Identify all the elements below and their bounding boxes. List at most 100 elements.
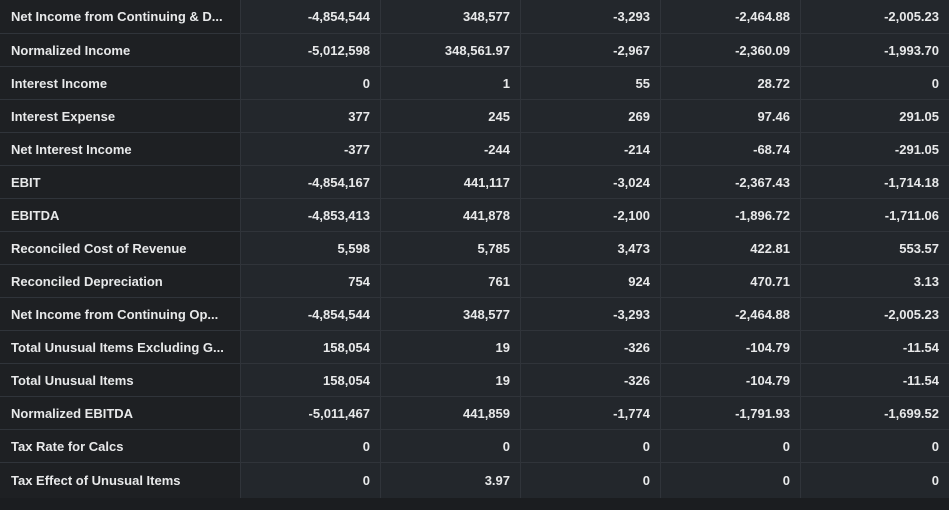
value-cell: -2,100 xyxy=(521,199,661,231)
value-cell: 269 xyxy=(521,100,661,132)
value-cell: 158,054 xyxy=(241,331,381,363)
value-cell: 553.57 xyxy=(801,232,949,264)
value-text: 0 xyxy=(931,473,939,488)
value-cell: -68.74 xyxy=(661,133,801,165)
row-label: Net Interest Income xyxy=(0,133,241,165)
table-row: Tax Rate for Calcs 0 0 0 0 0 xyxy=(0,430,949,463)
row-label: Tax Rate for Calcs xyxy=(0,430,241,462)
value-text: -5,011,467 xyxy=(308,405,370,421)
value-text: 0 xyxy=(362,438,370,454)
value-cell: -3,293 xyxy=(521,298,661,330)
value-cell: -4,853,413 xyxy=(241,199,381,231)
value-cell: -1,699.52 xyxy=(801,397,949,429)
value-cell: 754 xyxy=(241,265,381,297)
value-cell: -2,967 xyxy=(521,34,661,66)
value-text: -2,005.23 xyxy=(884,9,939,24)
value-cell: 0 xyxy=(521,463,661,498)
value-text: 5,598 xyxy=(337,240,370,256)
value-text: 0 xyxy=(931,438,939,454)
row-label: Normalized EBITDA xyxy=(0,397,241,429)
value-cell: -2,367.43 xyxy=(661,166,801,198)
value-cell: 0 xyxy=(801,430,949,462)
table-row: Net Income from Continuing & D... -4,854,… xyxy=(0,0,949,34)
value-cell: 377 xyxy=(241,100,381,132)
value-text: 348,577 xyxy=(463,306,510,322)
row-label: EBIT xyxy=(0,166,241,198)
table-row: EBITDA -4,853,413 441,878 -2,100 -1,896.72 -1… xyxy=(0,199,949,232)
value-cell: 761 xyxy=(381,265,521,297)
value-text: -1,711.06 xyxy=(884,207,939,223)
value-text: 3,473 xyxy=(617,240,650,256)
value-text: -4,853,413 xyxy=(307,207,370,223)
value-text: -3,024 xyxy=(613,174,650,190)
table-row: Interest Expense 377 245 269 97.46 291.05 xyxy=(0,100,949,133)
value-text: -326 xyxy=(623,339,650,355)
value-text: -1,993.70 xyxy=(884,42,939,58)
value-text: -1,714.18 xyxy=(884,174,939,190)
value-cell: -4,854,544 xyxy=(241,298,381,330)
value-text: -104.79 xyxy=(745,372,790,388)
value-text: 924 xyxy=(628,273,650,289)
value-text: -11.54 xyxy=(902,339,939,355)
value-cell: 55 xyxy=(521,67,661,99)
value-cell: -377 xyxy=(241,133,381,165)
value-text: 28.72 xyxy=(757,75,790,91)
value-text: 470.71 xyxy=(750,273,790,289)
value-cell: 924 xyxy=(521,265,661,297)
row-label: Reconciled Cost of Revenue xyxy=(0,232,241,264)
value-cell: 0 xyxy=(801,463,949,498)
value-cell: 291.05 xyxy=(801,100,949,132)
value-cell: 0 xyxy=(661,463,801,498)
value-cell: -11.54 xyxy=(801,331,949,363)
value-cell: 348,577 xyxy=(381,298,521,330)
value-cell: 97.46 xyxy=(661,100,801,132)
row-label: Normalized Income xyxy=(0,34,241,66)
value-cell: -214 xyxy=(521,133,661,165)
value-cell: -1,896.72 xyxy=(661,199,801,231)
value-cell: -2,005.23 xyxy=(801,298,949,330)
value-text: -214 xyxy=(623,141,650,157)
row-label: Net Income from Continuing & D... xyxy=(0,0,241,33)
value-cell: 0 xyxy=(661,430,801,462)
value-text: -3,293 xyxy=(613,306,650,322)
value-cell: -326 xyxy=(521,331,661,363)
value-cell: -2,005.23 xyxy=(801,0,949,33)
value-cell: -11.54 xyxy=(801,364,949,396)
value-text: -3,293 xyxy=(613,9,650,24)
value-text: 97.46 xyxy=(757,108,790,124)
value-text: 0 xyxy=(362,75,370,91)
table-row: Net Interest Income -377 -244 -214 -68.74 -29… xyxy=(0,133,949,166)
value-text: 0 xyxy=(642,473,650,488)
value-text: -1,699.52 xyxy=(884,405,939,421)
value-cell: -4,854,544 xyxy=(241,0,381,33)
value-cell: 5,598 xyxy=(241,232,381,264)
value-cell: 0 xyxy=(241,463,381,498)
value-text: 754 xyxy=(348,273,370,289)
value-text: 0 xyxy=(782,438,790,454)
value-cell: 441,117 xyxy=(381,166,521,198)
value-cell: -291.05 xyxy=(801,133,949,165)
value-cell: 1 xyxy=(381,67,521,99)
value-cell: -2,464.88 xyxy=(661,0,801,33)
value-cell: -5,011,467 xyxy=(241,397,381,429)
value-cell: 28.72 xyxy=(661,67,801,99)
value-cell: 245 xyxy=(381,100,521,132)
table-row: EBIT -4,854,167 441,117 -3,024 -2,367.43 -1,7… xyxy=(0,166,949,199)
value-text: -291.05 xyxy=(894,141,939,157)
value-cell: 19 xyxy=(381,331,521,363)
value-text: 0 xyxy=(362,473,370,488)
value-cell: 0 xyxy=(241,67,381,99)
row-label: Total Unusual Items Excluding G... xyxy=(0,331,241,363)
value-cell: -5,012,598 xyxy=(241,34,381,66)
value-text: 0 xyxy=(931,75,939,91)
value-cell: 0 xyxy=(521,430,661,462)
value-text: -11.54 xyxy=(902,372,939,388)
row-label: Total Unusual Items xyxy=(0,364,241,396)
value-text: -2,464.88 xyxy=(735,9,790,24)
table-row: Normalized EBITDA -5,011,467 441,859 -1,774… xyxy=(0,397,949,430)
value-text: 55 xyxy=(635,75,650,91)
value-cell: -104.79 xyxy=(661,364,801,396)
table-row: Total Unusual Items 158,054 19 -326 -104.79 -… xyxy=(0,364,949,397)
value-cell: 441,859 xyxy=(381,397,521,429)
value-cell: 348,561.97 xyxy=(381,34,521,66)
